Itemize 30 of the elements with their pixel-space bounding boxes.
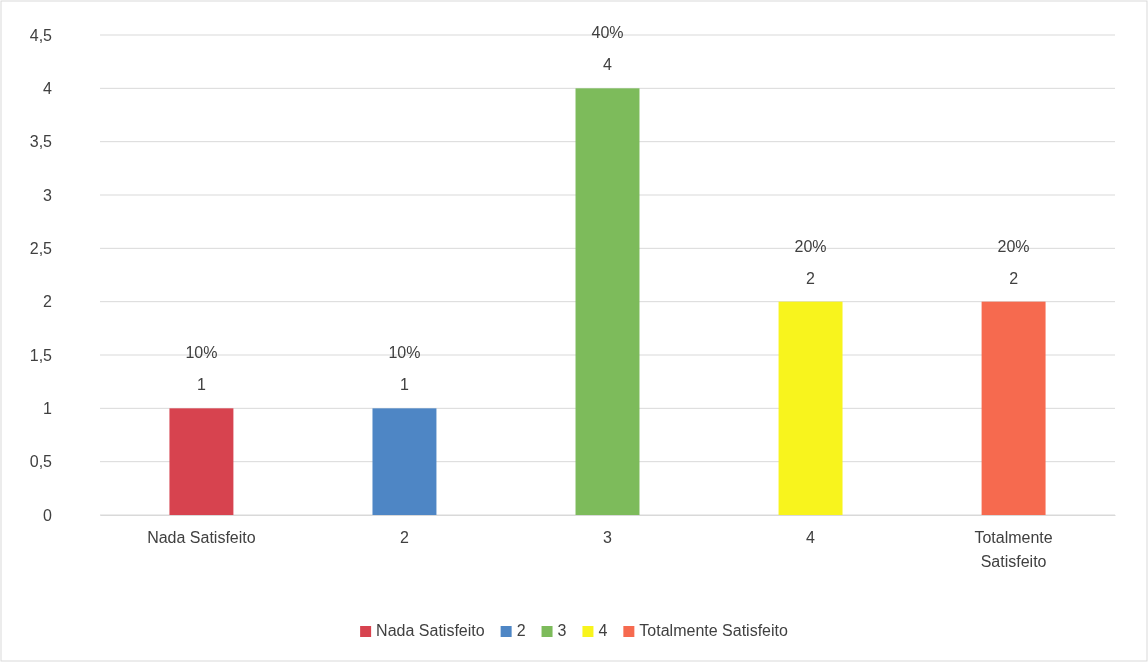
data-label: 4 bbox=[603, 56, 613, 74]
y-tick-label: 1 bbox=[43, 399, 53, 417]
legend-label: 4 bbox=[598, 622, 608, 639]
y-tick-label: 0 bbox=[43, 506, 53, 524]
legend-label: Totalmente Satisfeito bbox=[639, 622, 788, 639]
y-tick-label: 4,5 bbox=[29, 26, 53, 44]
x-tick-label: 3 bbox=[603, 529, 613, 546]
y-tick-label: 1,5 bbox=[29, 346, 53, 364]
x-tick-label: 2 bbox=[400, 529, 410, 546]
y-tick-label: 3,5 bbox=[29, 133, 53, 151]
legend-label: Nada Satisfeito bbox=[376, 622, 485, 639]
annotation: 10% bbox=[388, 344, 421, 362]
x-tick-label: 4 bbox=[806, 529, 816, 546]
annotation: 20% bbox=[997, 237, 1030, 255]
y-tick-label: 3 bbox=[43, 186, 53, 204]
x-tick-label: Totalmente Satisfeito bbox=[974, 529, 1053, 570]
annotation: 40% bbox=[591, 24, 624, 42]
data-label: 1 bbox=[400, 376, 410, 394]
data-label: 1 bbox=[196, 376, 206, 394]
y-tick-label: 0,5 bbox=[29, 453, 53, 471]
annotation: 10% bbox=[185, 344, 218, 362]
y-tick-label: 4 bbox=[43, 79, 53, 97]
data-label: 2 bbox=[806, 269, 816, 287]
legend-label: 2 bbox=[516, 622, 526, 639]
y-tick-label: 2 bbox=[43, 293, 53, 311]
y-tick-label: 2,5 bbox=[29, 239, 53, 257]
x-tick-label: Nada Satisfeito bbox=[147, 529, 256, 546]
data-label: 2 bbox=[1009, 269, 1019, 287]
annotation: 20% bbox=[794, 237, 827, 255]
legend-label: 3 bbox=[557, 622, 567, 639]
